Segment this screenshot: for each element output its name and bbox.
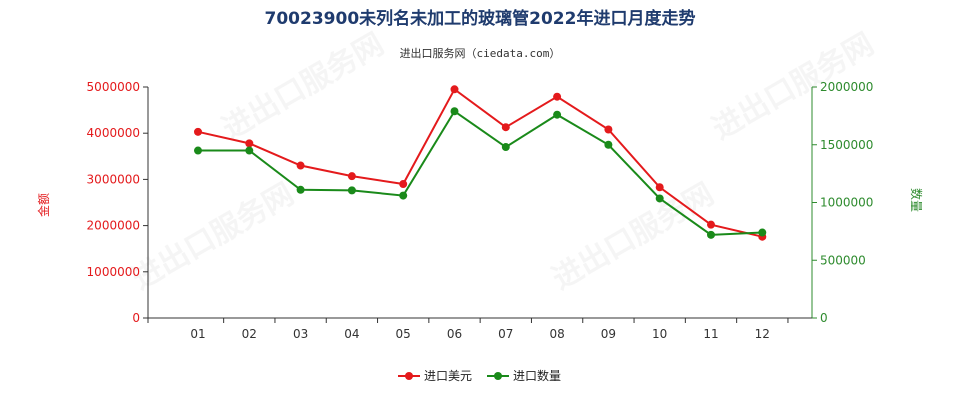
y-left-tick-label: 2000000 [87,219,140,233]
x-tick-label: 02 [242,327,257,341]
series-point [194,146,202,155]
watermark-text: 进出口服务网 [127,177,300,297]
series-point [501,143,510,152]
x-tick-label: 11 [703,327,718,341]
legend-marker [494,372,502,380]
series-point [553,92,562,101]
x-tick-label: 10 [652,327,667,341]
series-point [604,125,613,134]
series-point [604,140,613,149]
x-tick-label: 08 [549,327,564,341]
series-point [399,180,408,189]
series-point [758,228,767,237]
series-point [553,110,562,119]
y-right-tick-label: 500000 [820,253,866,267]
series-point [245,139,254,148]
y-left-tick-label: 0 [132,311,140,325]
series-point [347,186,356,195]
x-axis: 01 02 03 04 05 06 07 08 09 10 11 12 [147,318,789,341]
watermark-text: 进出口服务网 [217,27,390,147]
legend-item[interactable]: 进口美元 [398,369,472,383]
y-left-tick-label: 5000000 [87,80,140,94]
series-2 [194,107,767,239]
series-layer [194,85,767,241]
series-point [707,230,715,239]
y-axis-left-label: 金额 [36,193,51,217]
x-tick-label: 09 [601,327,616,341]
chart-title: 70023900未列名未加工的玻璃管2022年进口月度走势 [265,8,696,29]
series-point [347,172,356,181]
series-line [198,109,763,236]
y-right-tick-label: 0 [820,311,828,325]
left-axis: 0 1000000 2000000 3000000 4000000 5000000 [87,80,148,325]
y-right-tick-label: 2000000 [820,80,873,94]
watermark-text: 进出口服务网 [547,177,720,297]
series-point [296,161,305,170]
y-axis-right-label: 数量 [909,188,924,212]
y-right-tick-label: 1500000 [820,138,873,152]
series-point [655,183,664,192]
series-point [296,185,305,194]
legend-label: 进口数量 [513,368,561,383]
x-tick-label: 05 [396,327,411,341]
legend-marker [405,372,413,380]
series-1 [194,85,767,241]
series-point [194,127,202,136]
series-point [450,85,459,94]
y-left-tick-label: 3000000 [87,172,140,186]
x-tick-label: 12 [755,327,770,341]
chart-subtitle: 进出口服务网（ciedata.com） [400,46,561,60]
series-point [707,220,715,229]
series-point [655,194,664,203]
series-point [399,191,408,200]
legend-label: 进口美元 [424,369,472,383]
series-point [450,107,459,116]
y-right-tick-label: 1000000 [820,196,873,210]
series-line [197,87,763,238]
x-tick-label: 03 [293,327,308,341]
right-axis: 0 500000 1000000 1500000 2000000 [812,80,873,325]
y-left-tick-label: 4000000 [87,126,140,140]
series-point [245,146,254,155]
y-left-tick-label: 1000000 [87,265,140,279]
series-point [501,123,510,132]
x-tick-label: 06 [447,327,462,341]
legend-item[interactable]: 进口数量 [487,368,561,383]
legend: 进口美元 进口数量 [398,368,561,383]
x-tick-label: 01 [190,327,205,341]
x-tick-label: 04 [344,327,359,341]
x-tick-label: 07 [498,327,513,341]
